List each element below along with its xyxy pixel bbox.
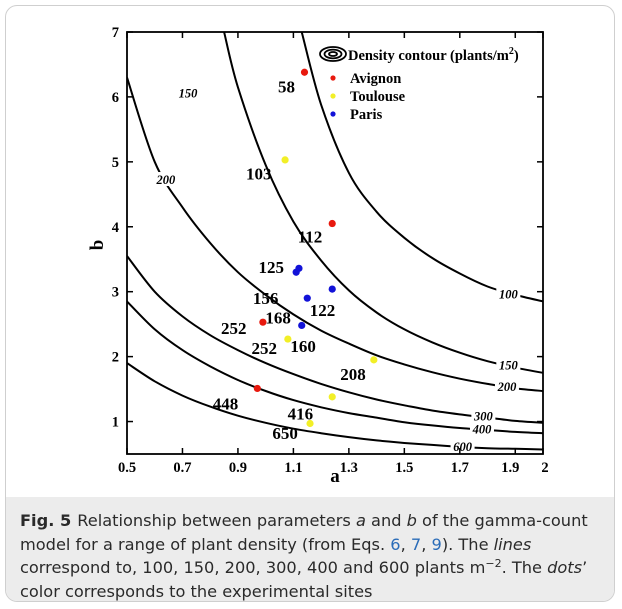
x-tick-label: 2 — [541, 460, 548, 476]
density-label: 448 — [213, 394, 239, 413]
caption-text: ’ color corresponds to the experimental … — [20, 558, 588, 601]
density-label: 125 — [258, 258, 284, 277]
contour-label: 200 — [155, 173, 176, 187]
x-axis-label: a — [330, 466, 340, 487]
contour-label-gap — [471, 408, 496, 423]
equation-link-6[interactable]: 6 — [390, 534, 401, 554]
legend-marker-avignon — [330, 75, 336, 81]
y-tick-label: 2 — [112, 350, 119, 366]
data-point-paris — [303, 294, 311, 302]
legend-contour-label: Density contour (plants/m2) — [348, 46, 519, 64]
x-tick-label: 1.7 — [451, 460, 469, 476]
caption-sep: , — [421, 534, 432, 554]
y-tick-label: 4 — [112, 220, 119, 236]
caption-param-b: b — [406, 511, 417, 530]
y-tick-label: 7 — [112, 25, 119, 41]
figure-caption: Fig. 5 Relationship between parameters a … — [6, 497, 614, 601]
legend-label-avignon: Avignon — [350, 71, 401, 87]
legend-marker-paris — [330, 111, 336, 117]
data-point-avignon — [300, 68, 309, 76]
y-tick-label: 3 — [112, 285, 119, 301]
contour-line-600 — [127, 362, 543, 451]
density-label: 208 — [340, 365, 366, 384]
density-label: 103 — [246, 165, 272, 184]
contour-label-gap — [496, 286, 521, 301]
contour-label: 400 — [472, 422, 493, 436]
density-label: 58 — [278, 78, 295, 97]
data-point-toulouse — [328, 393, 336, 401]
density-label: 252 — [252, 339, 278, 358]
x-tick-label: 1.5 — [395, 460, 413, 476]
data-point-paris — [328, 285, 336, 293]
contour-line-200 — [127, 77, 543, 392]
data-point-avignon — [328, 219, 336, 228]
x-tick-label: 1.1 — [284, 460, 302, 476]
data-point-paris — [298, 321, 306, 330]
data-point-avignon — [253, 384, 261, 393]
equation-link-9[interactable]: 9 — [431, 534, 442, 554]
contour-label-gap — [176, 85, 201, 100]
contour-line-150 — [223, 32, 543, 374]
contour-label: 100 — [499, 287, 519, 301]
contour-label: 200 — [497, 380, 518, 394]
caption-text: . The — [501, 558, 548, 577]
x-tick-label: 1.9 — [501, 460, 519, 476]
caption-superscript: −2 — [485, 557, 502, 570]
data-point-avignon — [259, 318, 267, 326]
density-label: 650 — [272, 424, 298, 443]
legend-label-paris: Paris — [350, 107, 383, 123]
density-label: 416 — [288, 405, 314, 424]
contour-label: 150 — [179, 87, 199, 101]
caption-text: of the gamma-count model for a range of … — [20, 511, 588, 554]
contour-label-gap — [494, 379, 519, 394]
caption-text: correspond to, 100, 150, 200, 300, 400 a… — [20, 558, 486, 577]
density-label: 168 — [265, 309, 291, 328]
data-point-toulouse — [370, 356, 378, 364]
contour-line-100 — [300, 32, 543, 303]
x-tick-label: 1.3 — [340, 460, 358, 476]
equation-link-7[interactable]: 7 — [410, 534, 422, 554]
y-tick-label: 6 — [112, 90, 119, 106]
contour-label-gap — [496, 357, 521, 372]
figure-label: Fig. 5 — [20, 511, 72, 530]
contour-label-gap — [469, 421, 494, 436]
legend: Density contour (plants/m2) Avignon Toulo… — [319, 46, 519, 123]
data-point-toulouse — [281, 156, 289, 164]
caption-sep: , — [400, 534, 411, 554]
caption-text: and — [365, 511, 407, 530]
data-point-toulouse — [284, 335, 292, 343]
caption-lines-word: lines — [493, 534, 532, 554]
contour-label-gap — [153, 172, 178, 187]
caption-dots-word: dots — [547, 558, 583, 577]
x-tick-label: 0.7 — [173, 460, 191, 476]
plot-frame — [126, 31, 544, 455]
contour-label: 600 — [453, 440, 473, 454]
legend-label-toulouse: Toulouse — [350, 89, 406, 105]
x-tick-label: 0.9 — [229, 460, 247, 476]
y-axis-label: b — [87, 240, 108, 251]
legend-marker-toulouse — [330, 93, 336, 99]
density-label: 252 — [221, 319, 247, 338]
y-tick-label: 1 — [112, 415, 119, 431]
contour-label: 300 — [473, 409, 494, 423]
density-label: 122 — [310, 301, 336, 320]
caption-param-a: a — [355, 511, 366, 530]
density-label: 160 — [290, 337, 316, 356]
figure-card: 100 150 150 200 200 300 400 600 58 112 103 125 156 1… — [5, 5, 615, 602]
contour-label: 150 — [499, 359, 519, 373]
data-point-paris — [292, 268, 300, 276]
caption-text: ). The — [441, 534, 494, 554]
caption-text: Relationship between parameters — [77, 511, 356, 530]
x-tick-label: 0.5 — [118, 460, 136, 476]
contour-label-gap — [450, 438, 475, 453]
data-point-toulouse — [306, 419, 314, 428]
y-tick-label: 5 — [112, 155, 119, 171]
density-label: 156 — [253, 289, 279, 308]
legend-contour-icon — [319, 46, 347, 62]
density-label: 112 — [298, 228, 323, 247]
